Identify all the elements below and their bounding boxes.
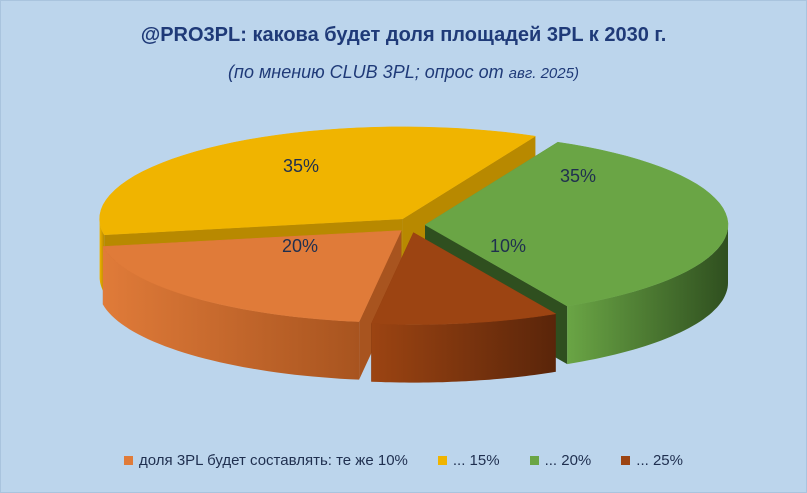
subtitle-main: (по мнению CLUB 3PL; опрос от — [228, 62, 504, 82]
legend-swatch-3 — [621, 456, 631, 465]
slice-label-3: 10% — [490, 236, 526, 256]
legend-label-3: ... 25% — [636, 452, 683, 469]
slice-3 — [370, 232, 557, 325]
legend-item-0: доля 3PL будет составлять: те же 10% — [124, 452, 408, 469]
legend-swatch-0 — [124, 456, 134, 465]
slice-label-2: 35% — [560, 166, 596, 186]
chart-title: @PRO3PL: какова будет доля площадей 3PL … — [140, 24, 667, 46]
legend-item-2: ... 20% — [529, 452, 592, 469]
slice-label-0: 20% — [282, 236, 318, 256]
legend-swatch-2 — [529, 456, 539, 465]
slice-0 — [102, 230, 402, 322]
legend-label-0: доля 3PL будет составлять: те же 10% — [139, 452, 408, 469]
legend: доля 3PL будет составлять: те же 10% ...… — [0, 452, 807, 469]
legend-label-2: ... 20% — [544, 452, 592, 469]
slice-label-1: 35% — [283, 156, 319, 176]
legend-label-1: ... 15% — [452, 452, 500, 469]
legend-item-1: ... 15% — [437, 452, 500, 469]
legend-swatch-1 — [437, 456, 447, 465]
slice-rim-3-0 — [371, 313, 556, 383]
slice-1 — [99, 126, 537, 236]
slice-rim-0-0 — [102, 246, 360, 380]
subtitle-small: авг. 2025) — [508, 65, 579, 82]
legend-item-3: ... 25% — [621, 452, 683, 469]
slice-2 — [424, 141, 729, 307]
chart-subtitle: (по мнению CLUB 3PL; опрос от авг. 2025) — [0, 62, 807, 83]
slice-rim-2-0 — [567, 224, 728, 365]
